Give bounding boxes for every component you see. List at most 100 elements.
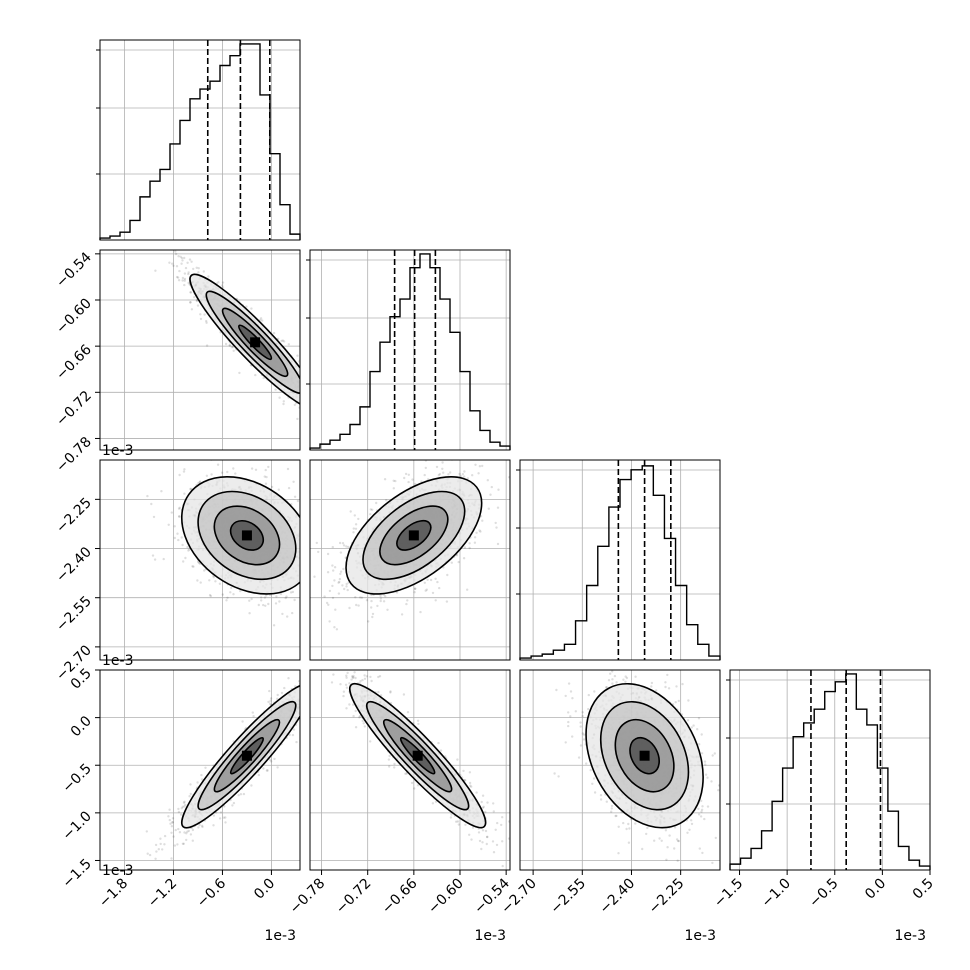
- sample-point: [182, 801, 186, 804]
- sample-point: [301, 402, 303, 404]
- sample-point: [383, 478, 387, 481]
- sample-point: [468, 546, 471, 550]
- sample-point: [229, 591, 232, 594]
- sample-point: [352, 531, 355, 534]
- sample-point: [289, 591, 293, 594]
- sample-point: [296, 417, 299, 421]
- sample-point: [199, 313, 202, 316]
- scatter-content: [100, 667, 314, 870]
- panel-frame: [309, 459, 511, 661]
- sample-point: [354, 523, 358, 526]
- sample-point: [414, 482, 417, 486]
- sample-point: [296, 499, 300, 503]
- sample-point: [497, 488, 500, 491]
- sample-point: [197, 271, 200, 274]
- panel-frame: [519, 459, 721, 661]
- sample-point: [203, 313, 206, 316]
- sample-point: [496, 506, 500, 509]
- sample-point: [272, 331, 276, 335]
- sample-point: [278, 396, 281, 399]
- sample-point: [479, 530, 482, 533]
- sample-point: [312, 667, 314, 669]
- scatter-panel-0-1: [99, 249, 309, 451]
- sample-point: [250, 784, 253, 787]
- sample-point: [181, 279, 184, 282]
- sample-point: [199, 581, 202, 584]
- sample-point: [267, 602, 270, 606]
- sample-point: [437, 474, 440, 477]
- sample-point: [304, 392, 306, 394]
- scatter-panel-0-3: [99, 667, 314, 871]
- sample-point: [478, 529, 481, 532]
- sample-point: [200, 773, 203, 777]
- panel-background: [100, 40, 300, 240]
- sample-point: [468, 542, 471, 545]
- sample-point: [305, 389, 307, 391]
- sample-point: [404, 472, 408, 476]
- sample-point: [304, 400, 306, 402]
- sample-point: [261, 319, 264, 322]
- sample-point: [490, 485, 493, 489]
- sample-point: [217, 281, 220, 284]
- sample-point: [265, 594, 268, 597]
- sample-point: [511, 479, 513, 481]
- sample-point: [369, 508, 372, 511]
- sample-point: [302, 388, 304, 390]
- sample-point: [187, 549, 190, 552]
- sample-point: [462, 557, 466, 560]
- panel-frame: [99, 459, 301, 661]
- sample-point: [170, 857, 173, 860]
- sample-point: [305, 350, 307, 352]
- sample-point: [407, 473, 410, 476]
- sample-point: [473, 541, 477, 544]
- sample-point: [445, 600, 449, 603]
- sample-point: [384, 595, 387, 598]
- sample-point: [196, 781, 199, 784]
- sample-point: [257, 773, 261, 777]
- sample-point: [306, 393, 308, 395]
- sample-point: [259, 317, 263, 320]
- sample-point: [264, 482, 268, 485]
- sample-point: [224, 342, 228, 346]
- sample-point: [438, 472, 441, 476]
- histogram-step-line: [309, 253, 511, 450]
- sample-point: [223, 805, 226, 808]
- sample-point: [392, 479, 395, 482]
- sample-point: [458, 472, 461, 476]
- sample-point: [302, 378, 304, 380]
- sample-point: [304, 580, 306, 582]
- sample-point: [423, 581, 426, 584]
- sample-point: [489, 493, 492, 496]
- sample-point: [234, 472, 237, 475]
- sample-point: [167, 523, 170, 526]
- sample-point: [184, 556, 187, 560]
- sample-point: [304, 706, 306, 708]
- sample-point: [328, 589, 332, 593]
- sample-point: [379, 599, 382, 603]
- sample-point: [183, 279, 186, 282]
- histogram-panel-2: [516, 459, 721, 661]
- sample-point: [365, 599, 369, 602]
- sample-point: [239, 589, 242, 593]
- sample-point: [277, 337, 280, 340]
- sample-point: [307, 390, 309, 392]
- sample-point: [168, 808, 171, 811]
- sample-point: [173, 844, 177, 847]
- sample-point: [341, 542, 345, 545]
- sample-point: [376, 604, 379, 608]
- sample-point: [263, 475, 266, 478]
- sample-point: [411, 478, 414, 481]
- sample-point: [292, 480, 295, 483]
- sample-point: [345, 582, 348, 586]
- sample-point: [307, 549, 309, 551]
- sample-point: [262, 376, 265, 380]
- sample-point: [486, 479, 489, 482]
- sample-point: [167, 815, 170, 818]
- sample-point: [423, 473, 426, 477]
- sample-point: [262, 603, 265, 607]
- sample-point: [478, 465, 482, 468]
- sample-point: [386, 608, 389, 611]
- sample-point: [337, 592, 341, 595]
- sample-point: [305, 394, 307, 396]
- sample-point: [202, 270, 205, 273]
